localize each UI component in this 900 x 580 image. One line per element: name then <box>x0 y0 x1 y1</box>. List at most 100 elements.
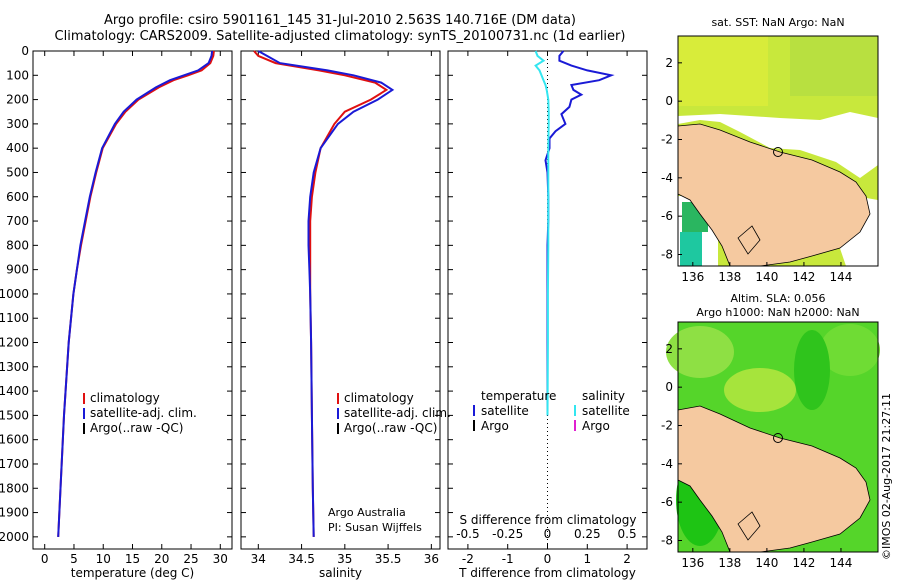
map-lon-label: 138 <box>718 270 741 284</box>
figure-title-line1: Argo profile: csiro 5901161_145 31-Jul-2… <box>104 13 576 28</box>
sla-map-title-line1: Altim. SLA: 0.056 <box>730 292 826 305</box>
sal-legend-argo: Argo(..raw -QC) <box>344 421 437 435</box>
map-lat-label: -2 <box>661 419 673 433</box>
x-tick-label: 10 <box>96 552 111 566</box>
argo-location-marker <box>773 147 783 157</box>
diff-legend-s-argo: Argo <box>582 419 610 433</box>
series-line-salinity-satellite <box>534 50 550 416</box>
map-lat-label: 2 <box>665 56 673 70</box>
diff-legend-temperature-title: temperature <box>481 389 556 403</box>
x-tick-label: 0 <box>544 552 552 566</box>
series-line-climatology <box>253 50 389 537</box>
x-tick-label: 34.5 <box>288 552 315 566</box>
x2-tick-label: 0.5 <box>618 527 637 541</box>
y-tick-label: 1500 <box>0 408 29 422</box>
sla-field-patch <box>820 324 880 376</box>
x-tick-label: 20 <box>154 552 169 566</box>
x2-tick-label: 0.25 <box>574 527 601 541</box>
series-line-temperature-satellite <box>544 50 615 416</box>
map-lat-label: 2 <box>665 342 673 356</box>
map-lon-label: 142 <box>792 556 815 570</box>
sla-field-patch <box>666 326 734 378</box>
map-lon-label: 136 <box>681 556 704 570</box>
y-tick-label: 0 <box>21 44 29 58</box>
y-tick-label: 800 <box>6 238 29 252</box>
sal-legend-satellite: satellite-adj. clim. <box>344 406 451 420</box>
salinity-plot: 34 34.5 35 35.5 36 salinity <box>241 50 440 580</box>
sla-map-title-line2: Argo h1000: NaN h2000: NaN <box>696 306 860 319</box>
sla-map-axes: 136 138 140 142 144 2 0 -2 -4 -6 -8 <box>661 342 852 570</box>
x-tick-label: 0 <box>41 552 49 566</box>
y-tick-label: 1700 <box>0 457 29 471</box>
x2-tick-label: -0.5 <box>456 527 479 541</box>
map-lon-label: 144 <box>830 270 853 284</box>
y-tick-label: 500 <box>6 165 29 179</box>
map-lon-label: 142 <box>792 270 815 284</box>
y-tick-label: 400 <box>6 141 29 155</box>
y-tick-label: 1300 <box>0 360 29 374</box>
new-guinea-land <box>677 123 871 267</box>
sst-map <box>677 35 879 267</box>
figure-title-line2: Climatology: CARS2009. Satellite-adjuste… <box>54 29 626 44</box>
map-lat-label: 0 <box>665 380 673 394</box>
map-lat-label: 0 <box>665 94 673 108</box>
sst-field-patch <box>678 36 768 106</box>
diff-legend-t-argo: Argo <box>481 419 509 433</box>
x-tick-label: -2 <box>462 552 474 566</box>
sst-map-frame <box>677 35 879 267</box>
y-tick-label: 900 <box>6 263 29 277</box>
sla-map-frame <box>677 321 879 553</box>
map-lat-label: -8 <box>661 534 673 548</box>
x-tick-label: 25 <box>183 552 198 566</box>
y-tick-label: 100 <box>6 68 29 82</box>
y-tick-label: 700 <box>6 214 29 228</box>
map-lat-label: -6 <box>661 495 673 509</box>
x-tick-label: 30 <box>213 552 228 566</box>
y-tick-label: 1900 <box>0 506 29 520</box>
island-land-sla <box>737 511 761 541</box>
salinity-axes <box>240 50 441 550</box>
map-lat-label: -4 <box>661 171 673 185</box>
x-tick-label: 36 <box>424 552 439 566</box>
x-tick-label: 15 <box>125 552 140 566</box>
temperature-plot: 0 5 10 15 20 25 300100200300400500600700800900… <box>0 44 232 580</box>
legend-climatology: climatology <box>90 391 160 405</box>
sla-field-patch <box>794 330 830 410</box>
sla-map <box>666 321 880 553</box>
series-line-satellite-adj-clim- <box>57 50 214 537</box>
credit-line2: PI: Susan Wijffels <box>328 521 422 534</box>
map-lon-label: 140 <box>755 270 778 284</box>
legend-argo: Argo(..raw -QC) <box>90 421 183 435</box>
map-lat-label: -8 <box>661 248 673 262</box>
map-lat-label: -6 <box>661 209 673 223</box>
x-axis-label: T difference from climatology <box>458 566 636 580</box>
series-line-climatology <box>57 50 215 537</box>
y-tick-label: 1800 <box>0 481 29 495</box>
legend-satellite: satellite-adj. clim. <box>90 406 197 420</box>
map-lon-label: 140 <box>755 556 778 570</box>
y-tick-label: 200 <box>6 93 29 107</box>
x-tick-label: 34 <box>251 552 266 566</box>
map-lat-label: -2 <box>661 133 673 147</box>
y-tick-label: 1400 <box>0 384 29 398</box>
island-land <box>737 225 761 255</box>
map-lon-label: 136 <box>681 270 704 284</box>
diff-legend-salinity-title: salinity <box>582 389 625 403</box>
x-tick-label: 35.5 <box>375 552 402 566</box>
x-tick-label: -1 <box>502 552 514 566</box>
x-tick-label: 1 <box>583 552 591 566</box>
y-tick-label: 1100 <box>0 311 29 325</box>
map-lat-label: -4 <box>661 457 673 471</box>
y-tick-label: 300 <box>6 117 29 131</box>
x2-tick-label: -0.25 <box>492 527 523 541</box>
difference-plot: -2 -1 0 1 2T difference from climatology -0.5… <box>448 50 647 580</box>
x-tick-label: 2 <box>623 552 631 566</box>
y-tick-label: 1000 <box>0 287 29 301</box>
x-axis-label: salinity <box>319 566 362 580</box>
diff-legend-s-satellite: satellite <box>582 404 630 418</box>
sst-missing-area <box>678 112 878 178</box>
y-tick-label: 1600 <box>0 433 29 447</box>
x-tick-label: 5 <box>70 552 78 566</box>
new-guinea-land-sla <box>677 405 871 553</box>
